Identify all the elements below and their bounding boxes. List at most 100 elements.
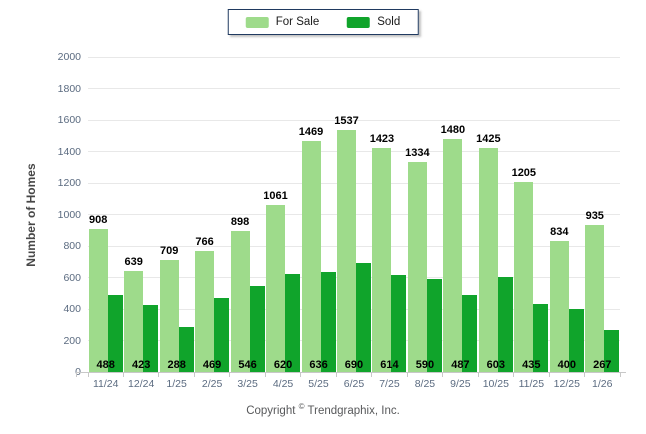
bar-for-sale — [124, 271, 144, 372]
x-axis-tick-label: 11/24 — [92, 378, 119, 390]
for-sale-value-label: 908 — [89, 214, 108, 226]
legend-item-for-sale: For Sale — [245, 16, 320, 28]
for-sale-value-label: 639 — [124, 256, 143, 269]
y-axis-title: Number of Homes — [24, 163, 38, 267]
bar-group: 935 267 1/26 — [585, 57, 620, 390]
x-axis-line — [76, 372, 626, 373]
bar-for-sale — [407, 161, 427, 372]
legend-label: For Sale — [275, 16, 320, 28]
x-axis-tick — [335, 373, 337, 377]
sold-value-label: 590 — [415, 359, 435, 371]
plot-area: 0200400600800100012001400160018002000908… — [58, 51, 626, 390]
bar-sold — [533, 303, 549, 372]
sold-value-label: 614 — [380, 359, 399, 371]
sold-value-label: 603 — [486, 359, 506, 371]
bar-for-sale — [549, 240, 569, 372]
x-axis-tick-label: 10/25 — [482, 378, 509, 390]
copyright-text: Copyright © Trendgraphix, Inc. — [0, 402, 646, 417]
bar-for-sale — [266, 204, 286, 372]
y-axis-tick-label: 800 — [63, 240, 81, 252]
bar-for-sale — [230, 230, 250, 372]
bar-sold — [355, 263, 371, 372]
bar-group: 1537 690 6/25 — [334, 57, 371, 390]
x-axis-tick-label: 4/25 — [272, 378, 294, 390]
bar-for-sale — [88, 229, 108, 372]
x-axis-tick — [584, 373, 586, 377]
sold-value-label: 400 — [557, 359, 576, 371]
sold-value-label: 546 — [238, 359, 257, 371]
x-axis-tick — [406, 373, 408, 377]
bar-group: 1425 603 10/25 — [476, 57, 513, 390]
for-sale-value-label: 1334 — [405, 146, 430, 159]
bar-group: 908 488 11/24 — [88, 57, 123, 390]
x-axis-tick-label: 11/25 — [518, 378, 545, 390]
bar-group: 834 400 12/25 — [549, 57, 584, 390]
x-axis-tick-label: 7/25 — [379, 378, 400, 390]
bar-sold — [143, 305, 159, 372]
x-axis-tick-label: 6/25 — [343, 378, 365, 390]
bar-sold — [568, 309, 584, 372]
x-axis-tick-label: 3/25 — [237, 378, 258, 390]
y-axis-tick-label: 1000 — [57, 208, 81, 221]
x-axis-tick-label: 5/25 — [308, 378, 329, 390]
sold-value-label: 423 — [131, 359, 151, 371]
x-axis-tick-label: 8/25 — [414, 378, 436, 390]
sold-value-label: 288 — [167, 359, 186, 371]
bar-for-sale — [195, 251, 215, 372]
bar-group: 709 288 1/25 — [159, 57, 194, 390]
legend-swatch-icon — [245, 16, 269, 28]
bar-group: 898 546 3/25 — [230, 57, 265, 390]
for-sale-value-label: 709 — [159, 245, 179, 258]
bar-sold — [249, 286, 265, 372]
sold-value-label: 620 — [273, 359, 293, 371]
x-axis-tick — [264, 373, 266, 377]
sold-value-label: 488 — [96, 359, 115, 371]
bar-sold — [426, 279, 442, 372]
for-sale-value-label: 1480 — [440, 123, 466, 136]
for-sale-value-label: 1537 — [334, 114, 359, 127]
bar-group: 1334 590 8/25 — [405, 57, 442, 390]
bar-sold — [320, 271, 336, 372]
x-axis-tick — [513, 373, 515, 377]
legend-swatch-icon — [347, 16, 371, 28]
bar-for-sale — [514, 182, 534, 372]
sold-value-label: 690 — [344, 359, 364, 371]
bar-for-sale — [336, 129, 356, 372]
x-axis-tick — [442, 373, 444, 377]
bar-for-sale — [159, 260, 179, 372]
x-axis-tick — [371, 373, 373, 377]
sold-value-label: 267 — [593, 359, 612, 371]
bar-sold — [285, 274, 301, 372]
copyright-suffix: Trendgraphix, Inc. — [307, 404, 400, 417]
y-axis-tick-label: 600 — [63, 271, 81, 284]
bar-group: 1205 435 11/25 — [511, 57, 549, 390]
gridline — [88, 88, 620, 89]
y-axis-tick-label: 1200 — [57, 177, 81, 189]
x-axis-tick-label: 1/25 — [166, 378, 187, 390]
x-axis-tick — [229, 373, 231, 377]
gridline — [88, 119, 620, 121]
x-axis-tick — [300, 373, 302, 377]
bar-sold — [391, 275, 407, 372]
bar-for-sale — [585, 224, 605, 372]
for-sale-value-label: 1061 — [263, 189, 288, 202]
for-sale-value-label: 1469 — [298, 125, 324, 138]
legend: For Sale Sold — [227, 9, 419, 35]
bar-for-sale — [478, 147, 498, 372]
x-axis-tick-label: 2/25 — [201, 378, 223, 390]
for-sale-value-label: 766 — [195, 236, 214, 249]
bar-sold — [107, 295, 123, 372]
x-axis-tick — [87, 373, 89, 377]
bar-group: 1061 620 4/25 — [263, 57, 301, 390]
y-axis-tick-label: 0 — [41, 365, 81, 379]
y-axis-tick-label: 1800 — [57, 82, 81, 95]
x-axis-tick — [76, 373, 77, 377]
bar-sold — [497, 277, 513, 372]
x-axis-tick — [619, 373, 621, 377]
sold-value-label: 469 — [202, 359, 222, 371]
sold-value-label: 435 — [522, 359, 541, 371]
bar-group: 639 423 12/24 — [123, 57, 159, 390]
x-axis-tick-label: 12/25 — [553, 378, 580, 390]
for-sale-value-label: 1205 — [511, 167, 537, 180]
